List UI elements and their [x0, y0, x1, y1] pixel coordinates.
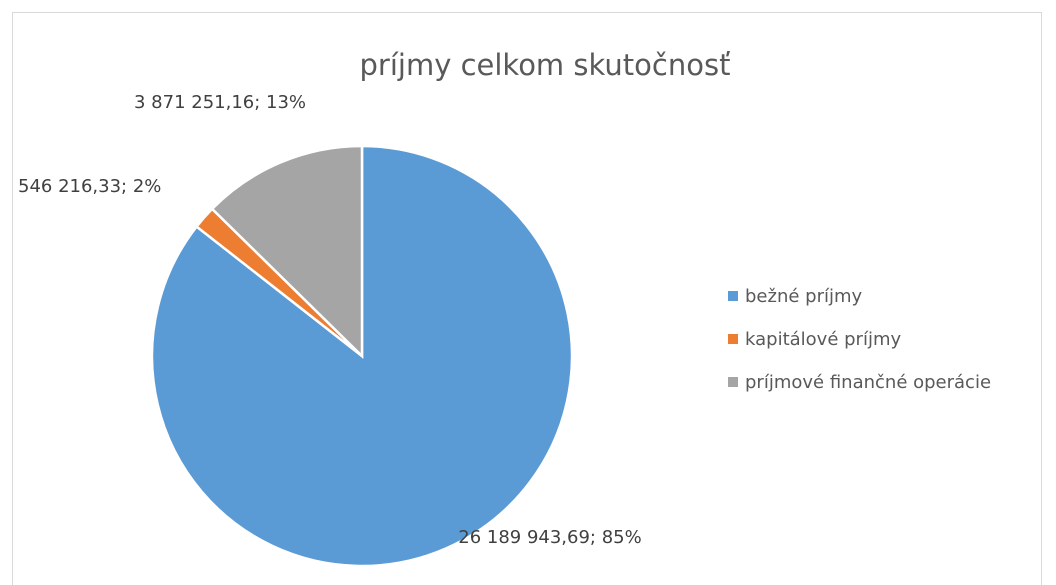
data-label: 3 871 251,16; 13%	[133, 92, 307, 113]
legend-label: bežné príjmy	[745, 286, 863, 307]
pie-slice	[210, 144, 364, 359]
legend-swatch	[728, 334, 738, 344]
legend-label: príjmové finančné operácie	[745, 372, 991, 393]
data-label: 546 216,33; 2%	[18, 176, 162, 197]
chart-title: príjmy celkom skutočnosť	[360, 48, 731, 82]
data-label: 26 189 943,69; 85%	[458, 527, 642, 548]
chart-border	[12, 12, 1042, 585]
legend-swatch	[728, 377, 738, 387]
legend-label: kapitálové príjmy	[745, 329, 901, 350]
legend-swatch	[728, 291, 738, 301]
